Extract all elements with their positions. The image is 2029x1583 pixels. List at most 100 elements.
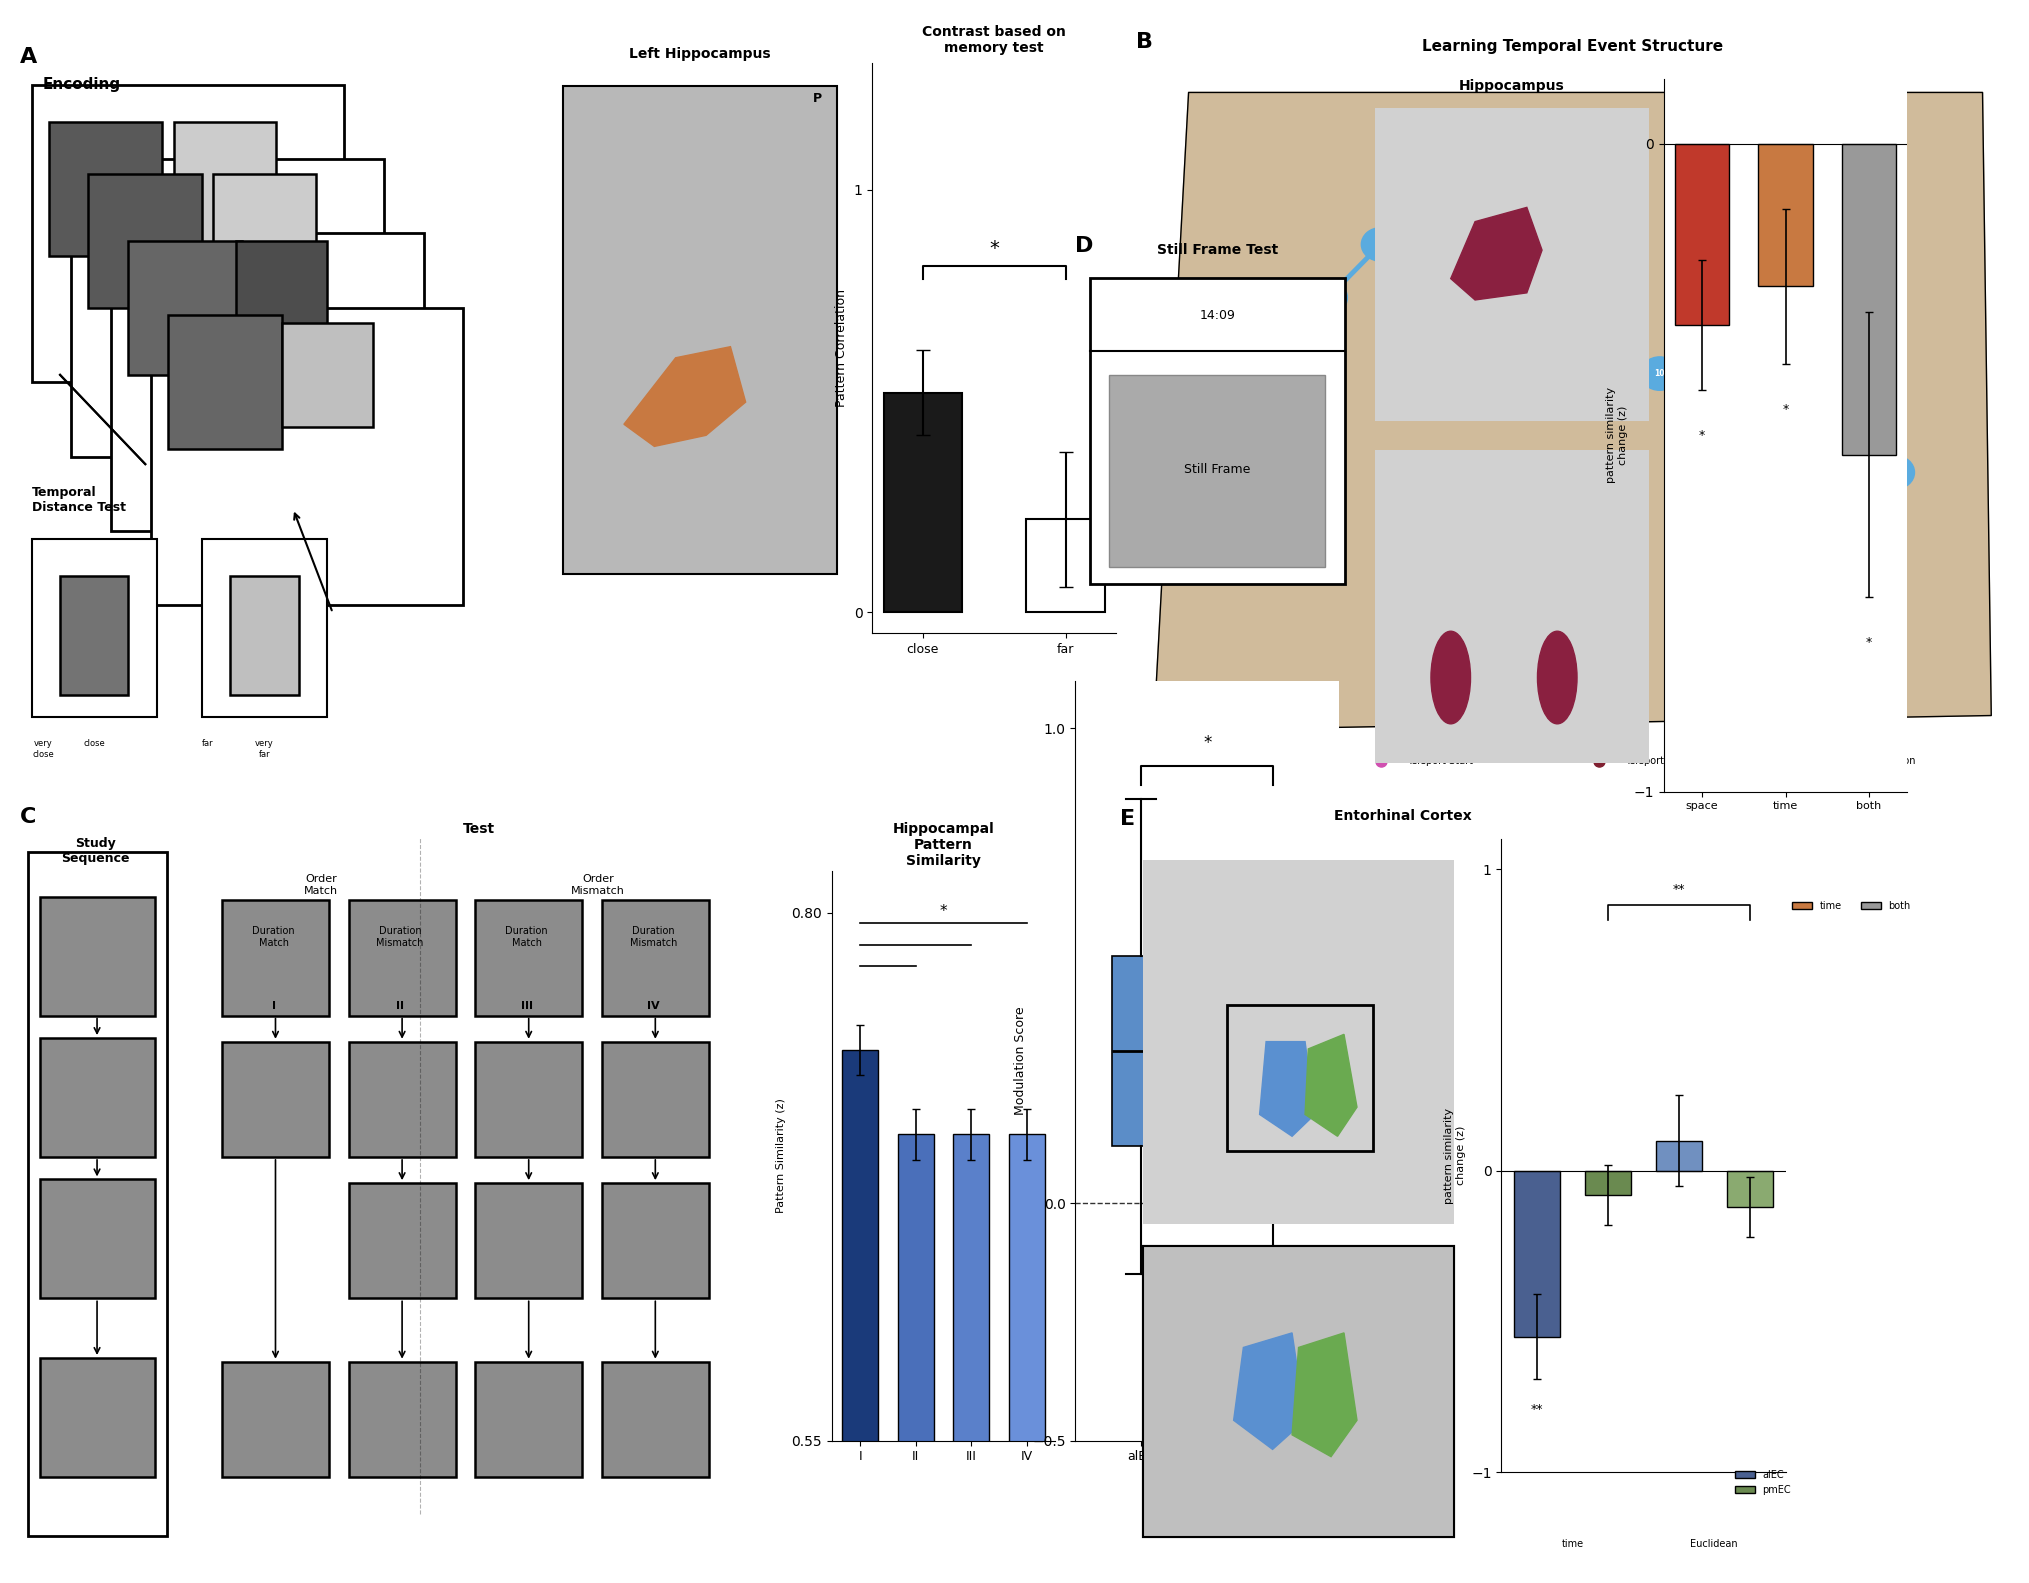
- Text: Duration
Match: Duration Match: [505, 926, 548, 948]
- FancyBboxPatch shape: [603, 1361, 708, 1477]
- Text: 6: 6: [1483, 241, 1487, 249]
- Text: 9: 9: [1613, 393, 1619, 400]
- Text: E: E: [1120, 809, 1134, 828]
- FancyBboxPatch shape: [41, 1179, 154, 1298]
- Text: Duration
Match: Duration Match: [252, 926, 294, 948]
- Text: III: III: [521, 1000, 534, 1012]
- Circle shape: [1684, 334, 1723, 367]
- Text: Route Start: Route Start: [1189, 757, 1244, 766]
- Bar: [1027, 519, 1106, 613]
- FancyBboxPatch shape: [349, 1183, 457, 1298]
- FancyBboxPatch shape: [1142, 1246, 1455, 1537]
- FancyBboxPatch shape: [1142, 860, 1455, 1224]
- FancyBboxPatch shape: [1142, 1246, 1455, 1537]
- FancyBboxPatch shape: [89, 174, 203, 309]
- FancyBboxPatch shape: [235, 241, 327, 345]
- Polygon shape: [625, 347, 747, 446]
- FancyBboxPatch shape: [282, 323, 373, 427]
- Text: *: *: [1698, 429, 1704, 442]
- Y-axis label: Pattern Correlation: Pattern Correlation: [836, 290, 848, 407]
- Text: II: II: [396, 1000, 404, 1012]
- Y-axis label: Pattern Similarity (z): Pattern Similarity (z): [775, 1099, 785, 1213]
- Bar: [1656, 1140, 1702, 1171]
- Text: Still Frame: Still Frame: [1185, 462, 1250, 476]
- Text: Chest Location: Chest Location: [1842, 757, 1915, 766]
- Text: 12: 12: [1741, 393, 1753, 400]
- Bar: [1008, 1135, 1045, 1583]
- Text: *: *: [1867, 636, 1873, 649]
- Text: Order
Match: Order Match: [304, 874, 339, 896]
- Text: Test: Test: [463, 822, 495, 836]
- FancyBboxPatch shape: [475, 1042, 582, 1157]
- Text: 7: 7: [1526, 293, 1532, 302]
- Text: Temporal
Distance Test: Temporal Distance Test: [32, 486, 126, 514]
- Circle shape: [1816, 410, 1852, 443]
- Text: Euclidean: Euclidean: [1690, 1539, 1739, 1548]
- FancyBboxPatch shape: [1110, 375, 1325, 567]
- Text: C: C: [20, 807, 37, 828]
- Text: 1: 1: [1238, 483, 1244, 492]
- Polygon shape: [1234, 1333, 1305, 1450]
- Circle shape: [1221, 470, 1260, 505]
- Circle shape: [1554, 334, 1591, 367]
- Text: *: *: [990, 239, 998, 258]
- Circle shape: [1467, 228, 1503, 261]
- Text: 3: 3: [1325, 293, 1331, 302]
- Text: B: B: [1136, 32, 1152, 52]
- Polygon shape: [1155, 92, 1990, 731]
- Legend: space, time, both: space, time, both: [1712, 898, 1915, 915]
- FancyBboxPatch shape: [32, 538, 156, 717]
- FancyBboxPatch shape: [221, 1042, 329, 1157]
- Circle shape: [1274, 356, 1313, 391]
- Polygon shape: [1292, 1333, 1357, 1456]
- Bar: [1727, 1171, 1773, 1206]
- Text: D: D: [1075, 236, 1094, 256]
- Circle shape: [1404, 258, 1443, 291]
- FancyBboxPatch shape: [475, 901, 582, 1016]
- Text: very
close: very close: [32, 739, 55, 758]
- Bar: [883, 393, 962, 613]
- FancyBboxPatch shape: [41, 1038, 154, 1157]
- FancyBboxPatch shape: [603, 901, 708, 1016]
- FancyBboxPatch shape: [71, 160, 383, 457]
- Text: 8: 8: [1570, 347, 1575, 355]
- Circle shape: [1538, 632, 1577, 723]
- Text: Learning Temporal Event Structure: Learning Temporal Event Structure: [1422, 40, 1723, 54]
- FancyBboxPatch shape: [231, 576, 298, 695]
- Circle shape: [1430, 632, 1471, 723]
- PathPatch shape: [1244, 1118, 1303, 1217]
- Title: Contrast based on
memory test: Contrast based on memory test: [923, 25, 1065, 55]
- Text: Left Hippocampus: Left Hippocampus: [629, 47, 771, 62]
- FancyBboxPatch shape: [112, 234, 424, 532]
- FancyBboxPatch shape: [213, 174, 317, 309]
- Text: *: *: [1203, 735, 1211, 752]
- Text: Duration
Mismatch: Duration Mismatch: [629, 926, 678, 948]
- Text: Entorhinal Cortex: Entorhinal Cortex: [1333, 809, 1471, 823]
- FancyBboxPatch shape: [564, 87, 838, 575]
- Text: time: time: [1562, 1539, 1585, 1548]
- FancyBboxPatch shape: [32, 84, 345, 383]
- FancyBboxPatch shape: [475, 1361, 582, 1477]
- Text: P: P: [814, 92, 822, 104]
- Text: Hippocampus: Hippocampus: [1459, 79, 1564, 93]
- Text: 10: 10: [1654, 369, 1666, 378]
- FancyBboxPatch shape: [603, 1042, 708, 1157]
- FancyBboxPatch shape: [349, 1042, 457, 1157]
- Text: Encoding: Encoding: [43, 78, 122, 92]
- Bar: [1759, 144, 1812, 287]
- FancyBboxPatch shape: [349, 1361, 457, 1477]
- FancyBboxPatch shape: [1376, 108, 1650, 421]
- Circle shape: [1361, 228, 1400, 261]
- Text: 14: 14: [1828, 423, 1840, 431]
- FancyBboxPatch shape: [150, 309, 463, 606]
- Text: 5: 5: [1422, 271, 1426, 279]
- Text: 4: 4: [1378, 241, 1384, 249]
- Polygon shape: [1305, 1034, 1357, 1137]
- FancyBboxPatch shape: [49, 122, 162, 256]
- FancyBboxPatch shape: [168, 315, 282, 450]
- Text: A: A: [20, 47, 39, 68]
- Text: Teleport End: Teleport End: [1625, 757, 1686, 766]
- Circle shape: [1641, 356, 1678, 391]
- Y-axis label: Modulation Score: Modulation Score: [1014, 1007, 1027, 1114]
- FancyBboxPatch shape: [61, 576, 128, 695]
